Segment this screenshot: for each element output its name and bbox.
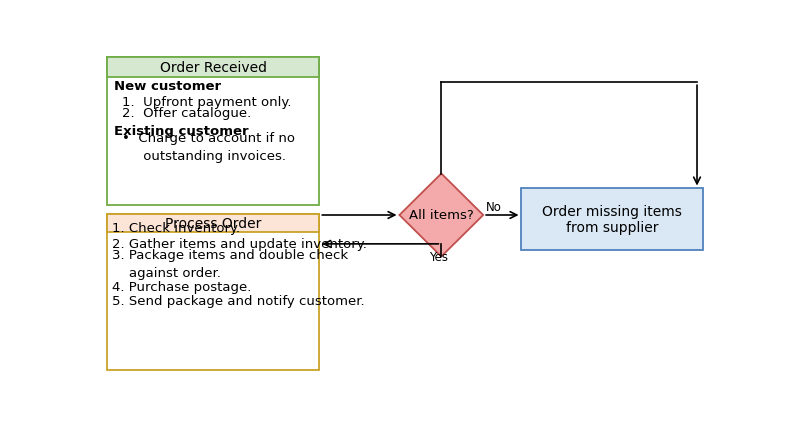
Text: Yes: Yes — [429, 250, 448, 263]
Text: 2. Gather items and update inventory.: 2. Gather items and update inventory. — [111, 238, 366, 251]
Text: All items?: All items? — [409, 209, 474, 222]
Text: Process Order: Process Order — [165, 216, 262, 230]
Text: 2.  Offer catalogue.: 2. Offer catalogue. — [122, 107, 250, 120]
Text: New customer: New customer — [114, 80, 221, 93]
Text: 3. Package items and double check
    against order.: 3. Package items and double check agains… — [111, 248, 348, 279]
Bar — [107, 58, 320, 206]
Text: Order Received: Order Received — [160, 61, 266, 75]
Text: Existing customer: Existing customer — [114, 125, 249, 138]
Text: Order missing items
from supplier: Order missing items from supplier — [542, 205, 682, 235]
Bar — [107, 215, 320, 232]
Polygon shape — [399, 174, 483, 257]
Bar — [107, 58, 320, 77]
Text: •  Charge to account if no
     outstanding invoices.: • Charge to account if no outstanding in… — [122, 132, 295, 163]
Text: No: No — [486, 201, 502, 214]
Text: 1. Check inventory.: 1. Check inventory. — [111, 221, 240, 234]
Bar — [522, 189, 703, 250]
Text: 1.  Upfront payment only.: 1. Upfront payment only. — [122, 95, 291, 108]
Bar — [107, 215, 320, 370]
Text: 4. Purchase postage.: 4. Purchase postage. — [111, 280, 251, 293]
Text: 5. Send package and notify customer.: 5. Send package and notify customer. — [111, 294, 364, 307]
